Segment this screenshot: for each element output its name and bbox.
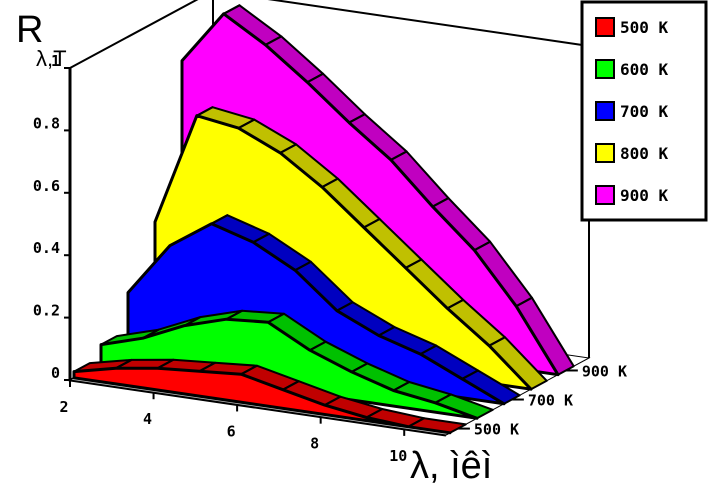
ribbon-edge xyxy=(211,214,228,225)
ribbon-edge xyxy=(309,340,327,352)
ribbon-edge xyxy=(348,113,366,124)
ribbon-edge xyxy=(488,336,506,347)
y-axis-label-subscript: λ,T xyxy=(36,46,67,71)
ribbon-edge xyxy=(306,72,324,84)
ribbon-edge xyxy=(115,358,133,370)
ribbon-edge xyxy=(184,316,201,327)
y-tick-label: 0.4 xyxy=(33,239,60,257)
ribbon-edge xyxy=(405,258,422,269)
ribbon-edge xyxy=(225,309,243,321)
legend-swatch xyxy=(595,185,615,205)
ribbon-edge xyxy=(265,35,282,46)
y-tick-label: 0.8 xyxy=(33,114,60,132)
x-tick-label: 10 xyxy=(389,447,407,465)
legend: 500 K 600 K 700 K 800 K 900 K xyxy=(580,0,708,222)
legend-label: 600 K xyxy=(620,60,669,79)
ribbon-edge xyxy=(432,197,449,208)
legend-swatch xyxy=(595,59,615,79)
ribbon-edge xyxy=(169,236,186,247)
ribbon-edge xyxy=(279,143,297,154)
ribbon-edge xyxy=(419,344,437,355)
ribbon-edge xyxy=(157,358,174,370)
legend-label: 500 K xyxy=(620,18,669,37)
series-ribbon xyxy=(72,358,467,435)
y-tick-label: 0 xyxy=(51,364,60,382)
x-tick-label: 2 xyxy=(59,398,68,416)
legend-label: 900 K xyxy=(620,186,669,205)
ribbon-edge xyxy=(294,260,312,272)
ribbon-edge xyxy=(461,369,479,380)
ribbon-edge xyxy=(446,299,464,310)
ribbon-edge xyxy=(196,106,213,117)
ribbon-edge xyxy=(240,364,258,376)
series-area-1 xyxy=(99,317,479,420)
ribbon-edge xyxy=(407,417,425,428)
ribbon-edge xyxy=(198,361,216,373)
y-tick-label: 1 xyxy=(51,52,60,70)
ribbon-edge xyxy=(363,218,381,229)
ribbon-edge xyxy=(434,393,452,404)
ribbon-edge xyxy=(473,240,491,252)
chart-ribbons xyxy=(72,4,575,435)
x-axis-label: λ, ìêì xyxy=(410,445,492,486)
z-tick-label: 900 K xyxy=(582,362,627,380)
ribbon-edge xyxy=(238,118,255,129)
series-ribbon xyxy=(99,309,494,420)
ribbon-edge xyxy=(321,177,339,188)
ribbon-edge xyxy=(392,381,410,392)
ribbon-edge xyxy=(336,301,354,312)
ribbon-edge xyxy=(252,232,270,244)
y-axis-ticks: 0 0.2 0.4 0.6 0.8 1 xyxy=(33,52,70,382)
ribbon-edge xyxy=(515,296,533,308)
z-tick-label: 500 K xyxy=(474,421,519,439)
x-tick-label: 4 xyxy=(143,410,152,428)
legend-label: 800 K xyxy=(620,144,669,163)
series-area-0 xyxy=(72,366,452,435)
ribbon-edge xyxy=(366,408,383,419)
x-tick-label: 8 xyxy=(310,435,319,453)
ribbon-edge xyxy=(142,328,160,340)
ribbon-edge xyxy=(390,150,408,161)
ribbon-edge xyxy=(282,380,300,391)
y-tick-label: 0.6 xyxy=(33,177,60,195)
x-tick-label: 6 xyxy=(227,422,236,440)
y-tick-label: 0.2 xyxy=(33,302,60,320)
z-tick-label: 700 K xyxy=(528,392,573,410)
legend-swatch xyxy=(595,17,615,37)
ribbon-edge xyxy=(267,312,285,324)
legend-label: 700 K xyxy=(620,102,669,121)
ribbon-edge xyxy=(351,362,368,373)
legend-swatch xyxy=(595,101,615,121)
ribbon-edge xyxy=(324,395,341,407)
ribbon-edge xyxy=(378,326,395,337)
y-axis-label: R xyxy=(16,9,43,51)
z-axis-ticks: 500 K 700 K 900 K xyxy=(457,362,627,439)
x-axis-ticks: 2 4 6 8 10 xyxy=(59,380,407,465)
legend-swatch xyxy=(595,143,615,163)
ribbon-edge xyxy=(223,4,240,15)
